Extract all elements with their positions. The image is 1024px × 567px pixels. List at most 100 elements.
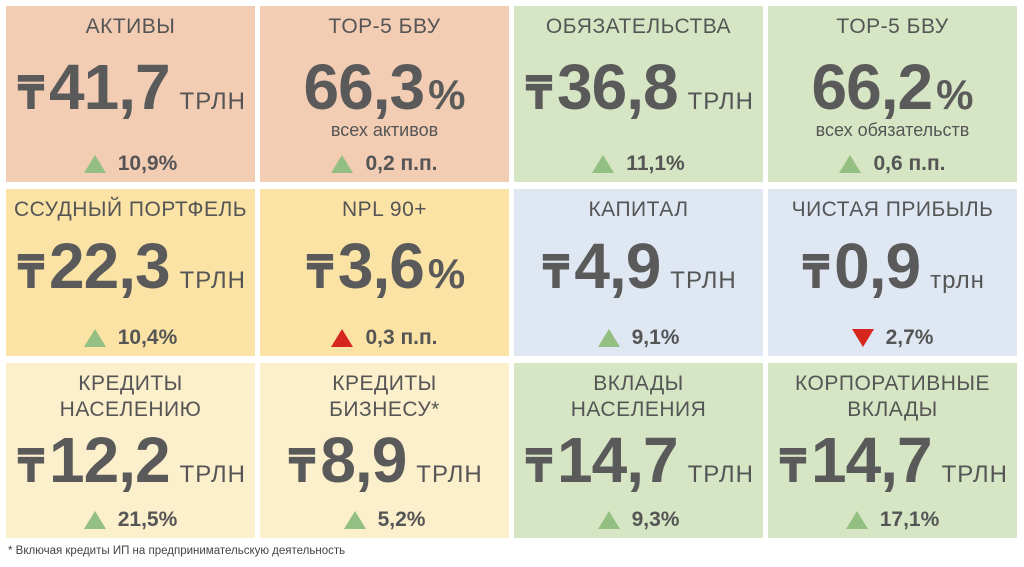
stat-card-top5-liabilities: TOP-5 БВУ 66,2 % всех обязательств 0,6 п… — [768, 6, 1017, 182]
card-value: 22,3 — [49, 230, 171, 302]
card-title: TOP-5 БВУ — [328, 15, 441, 38]
card-value-row: ₸ 12,2 ТРЛН — [15, 423, 246, 497]
card-value-row: ₸ 3,6 % — [304, 229, 465, 303]
card-value-row: 66,3 % — [304, 50, 466, 124]
card-change-value: 17,1% — [879, 508, 940, 531]
stats-grid: АКТИВЫ ₸ 41,7 ТРЛН 10,9% TOP-5 БВУ 66,3 … — [6, 6, 1018, 540]
tenge-symbol: ₸ — [525, 440, 553, 492]
tenge-symbol: ₸ — [306, 246, 334, 298]
card-subtitle: всех обязательств — [815, 120, 970, 140]
card-value-row: ₸ 14,7 ТРЛН — [523, 423, 754, 497]
card-change-value: 10,9% — [117, 152, 178, 175]
card-unit: % — [936, 71, 974, 118]
card-change-value: 0,3 п.п. — [365, 326, 438, 349]
arrow-up-icon — [83, 329, 106, 347]
stat-card-net-profit: ЧИСТАЯ ПРИБЫЛЬ ₸ 0,9 трлн 2,7% — [768, 189, 1017, 356]
card-title: АКТИВЫ — [85, 15, 176, 38]
card-change: 0,6 п.п. — [768, 152, 1017, 176]
tenge-symbol: ₸ — [17, 440, 45, 492]
arrow-up-icon — [597, 511, 620, 529]
card-change: 0,2 п.п. — [260, 152, 509, 176]
tenge-symbol: ₸ — [802, 246, 830, 298]
card-unit: ТРЛН — [179, 267, 246, 294]
card-title: КРЕДИТЫ БИЗНЕСУ* — [329, 372, 440, 421]
card-unit: % — [428, 71, 466, 118]
card-unit: трлн — [930, 267, 985, 294]
card-unit: ТРЛН — [179, 461, 246, 488]
stat-card-corporate-deposits: КОРПОРАТИВНЫЕ ВКЛАДЫ ₸ 14,7 ТРЛН 17,1% — [768, 363, 1017, 538]
stat-card-retail-deposits: ВКЛАДЫ НАСЕЛЕНИЯ ₸ 14,7 ТРЛН 9,3% — [514, 363, 763, 538]
stat-card-top5-assets: TOP-5 БВУ 66,3 % всех активов 0,2 п.п. — [260, 6, 509, 182]
card-change-value: 9,1% — [631, 326, 680, 349]
stat-card-business-loans: КРЕДИТЫ БИЗНЕСУ* ₸ 8,9 ТРЛН 5,2% — [260, 363, 509, 538]
card-title: ССУДНЫЙ ПОРТФЕЛЬ — [13, 198, 248, 221]
card-unit: ТРЛН — [179, 88, 246, 115]
card-value: 14,7 — [557, 424, 679, 496]
card-title: КАПИТАЛ — [588, 198, 689, 221]
stat-card-loan-portfolio: ССУДНЫЙ ПОРТФЕЛЬ ₸ 22,3 ТРЛН 10,4% — [6, 189, 255, 356]
card-change: 10,4% — [6, 326, 255, 350]
card-change: 9,1% — [514, 326, 763, 350]
card-unit: % — [427, 250, 466, 297]
arrow-up-icon — [839, 155, 862, 173]
arrow-up-icon — [343, 511, 366, 529]
arrow-up-icon — [597, 329, 620, 347]
card-subtitle: всех активов — [330, 120, 439, 140]
card-change-value: 0,2 п.п. — [365, 152, 438, 175]
card-value: 41,7 — [49, 51, 171, 123]
card-title: КРЕДИТЫ НАСЕЛЕНИЮ — [59, 372, 202, 421]
card-value-row: ₸ 0,9 трлн — [800, 229, 985, 303]
card-change-value: 5,2% — [377, 508, 426, 531]
arrow-up-icon — [83, 511, 106, 529]
stat-card-retail-loans: КРЕДИТЫ НАСЕЛЕНИЮ ₸ 12,2 ТРЛН 21,5% — [6, 363, 255, 538]
card-value-row: 66,2 % — [812, 50, 974, 124]
card-change-value: 10,4% — [117, 326, 178, 349]
stat-card-capital: КАПИТАЛ ₸ 4,9 ТРЛН 9,1% — [514, 189, 763, 356]
tenge-symbol: ₸ — [542, 246, 570, 298]
card-title: ВКЛАДЫ НАСЕЛЕНИЯ — [570, 372, 707, 421]
card-unit: ТРЛН — [687, 461, 754, 488]
card-value-row: ₸ 14,7 ТРЛН — [777, 423, 1008, 497]
card-change: 9,3% — [514, 508, 763, 532]
arrow-up-icon — [331, 155, 354, 173]
card-title: TOP-5 БВУ — [836, 15, 949, 38]
tenge-symbol: ₸ — [288, 440, 316, 492]
card-change: 0,3 п.п. — [260, 326, 509, 350]
card-change: 5,2% — [260, 508, 509, 532]
card-change-value: 9,3% — [631, 508, 680, 531]
card-value-row: ₸ 8,9 ТРЛН — [286, 423, 482, 497]
card-unit: ТРЛН — [416, 461, 483, 488]
card-change: 21,5% — [6, 508, 255, 532]
card-value-row: ₸ 36,8 ТРЛН — [523, 50, 754, 124]
arrow-up-icon — [83, 155, 106, 173]
card-change: 11,1% — [514, 152, 763, 176]
stat-card-liabilities: ОБЯЗАТЕЛЬСТВА ₸ 36,8 ТРЛН 11,1% — [514, 6, 763, 182]
tenge-symbol: ₸ — [779, 440, 807, 492]
card-value: 12,2 — [49, 424, 171, 496]
stat-card-assets: АКТИВЫ ₸ 41,7 ТРЛН 10,9% — [6, 6, 255, 182]
card-change: 2,7% — [768, 326, 1017, 350]
footnote: * Включая кредиты ИП на предпринимательс… — [8, 545, 346, 557]
card-unit: ТРЛН — [687, 88, 754, 115]
card-title: ОБЯЗАТЕЛЬСТВА — [545, 15, 732, 38]
card-value: 8,9 — [320, 424, 407, 496]
card-value-row: ₸ 22,3 ТРЛН — [15, 229, 246, 303]
card-value: 4,9 — [574, 230, 661, 302]
card-value: 3,6 — [337, 230, 425, 302]
card-value: 0,9 — [834, 230, 921, 302]
tenge-symbol: ₸ — [17, 67, 45, 119]
card-title: КОРПОРАТИВНЫЕ ВКЛАДЫ — [795, 372, 990, 421]
card-value-row: ₸ 41,7 ТРЛН — [15, 50, 246, 124]
arrow-up-icon — [592, 155, 615, 173]
card-change-value: 0,6 п.п. — [873, 152, 946, 175]
card-title: ЧИСТАЯ ПРИБЫЛЬ — [791, 198, 994, 221]
card-unit: ТРЛН — [670, 267, 737, 294]
card-value: 66,2 — [811, 51, 934, 123]
card-value-row: ₸ 4,9 ТРЛН — [540, 229, 736, 303]
arrow-down-red-icon — [851, 329, 874, 347]
card-unit: ТРЛН — [941, 461, 1008, 488]
card-change-value: 21,5% — [117, 508, 178, 531]
tenge-symbol: ₸ — [525, 67, 553, 119]
card-change-value: 11,1% — [626, 152, 685, 175]
arrow-up-red-icon — [331, 329, 354, 347]
